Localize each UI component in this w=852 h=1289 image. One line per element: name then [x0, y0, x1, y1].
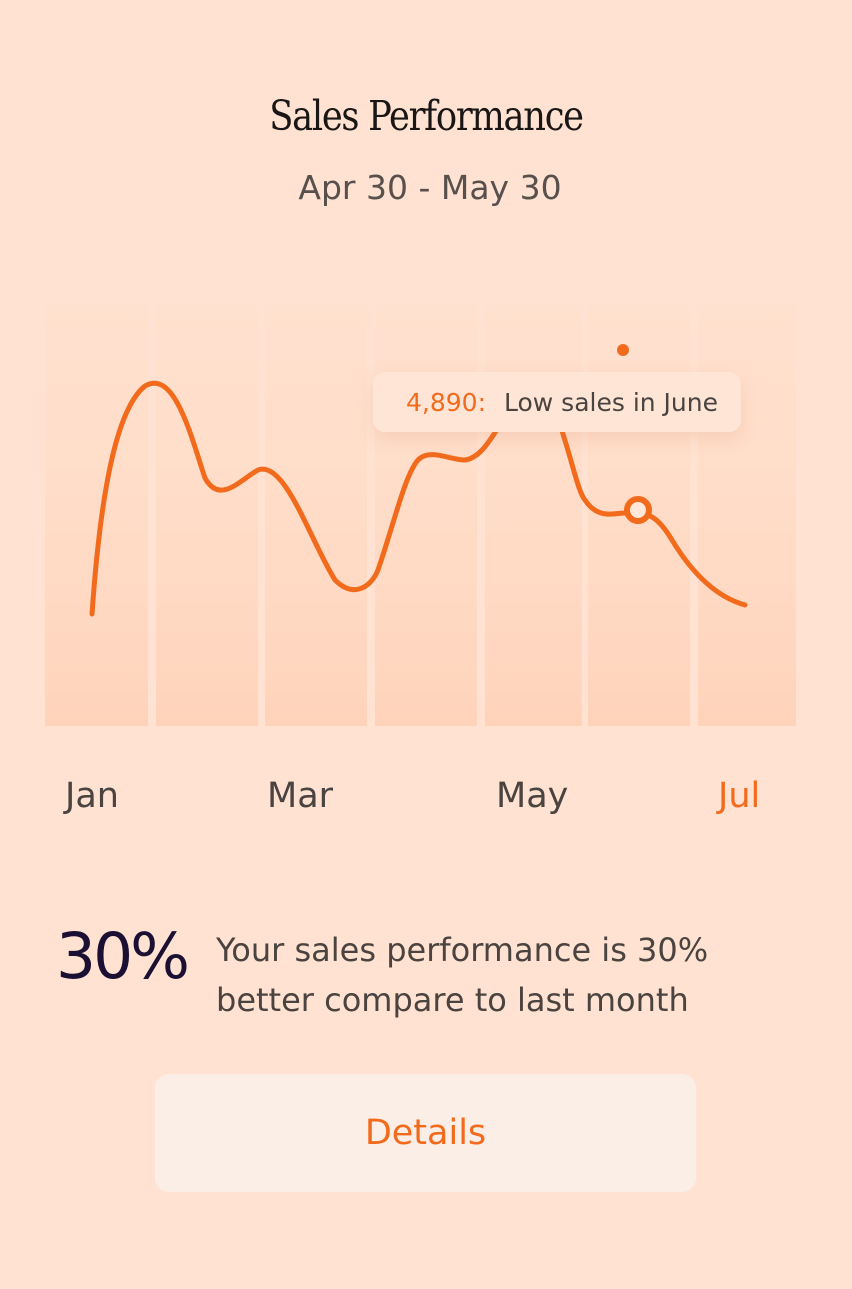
chart-column-2: [156, 305, 258, 726]
performance-percent: 30%: [56, 920, 190, 993]
performance-description: Your sales performance is 30% better com…: [216, 931, 709, 1019]
chart-column-5: [485, 305, 582, 726]
page-title: Sales Performance: [269, 92, 584, 140]
sales-chart: [0, 300, 852, 730]
chart-tooltip: 4,890: Low sales in June: [373, 372, 741, 432]
tooltip-value: 4,890:: [406, 387, 486, 417]
chart-column-3: [265, 305, 367, 726]
chart-column-1: [45, 305, 148, 726]
details-button[interactable]: Details: [155, 1074, 696, 1192]
chart-column-4: [375, 305, 477, 726]
sales-line: [89, 380, 501, 617]
x-label-may: May: [496, 776, 569, 816]
x-label-jan: Jan: [65, 776, 119, 816]
tooltip-label: Low sales in June: [504, 387, 719, 417]
peak-dot: [617, 344, 629, 356]
sales-chart-svg: [45, 305, 796, 726]
chart-column-7: [698, 305, 796, 726]
x-label-jul: Jul: [718, 776, 761, 816]
date-range: Apr 30 - May 30: [298, 168, 562, 207]
x-label-mar: Mar: [267, 776, 334, 816]
highlight-point-marker[interactable]: [624, 496, 652, 524]
